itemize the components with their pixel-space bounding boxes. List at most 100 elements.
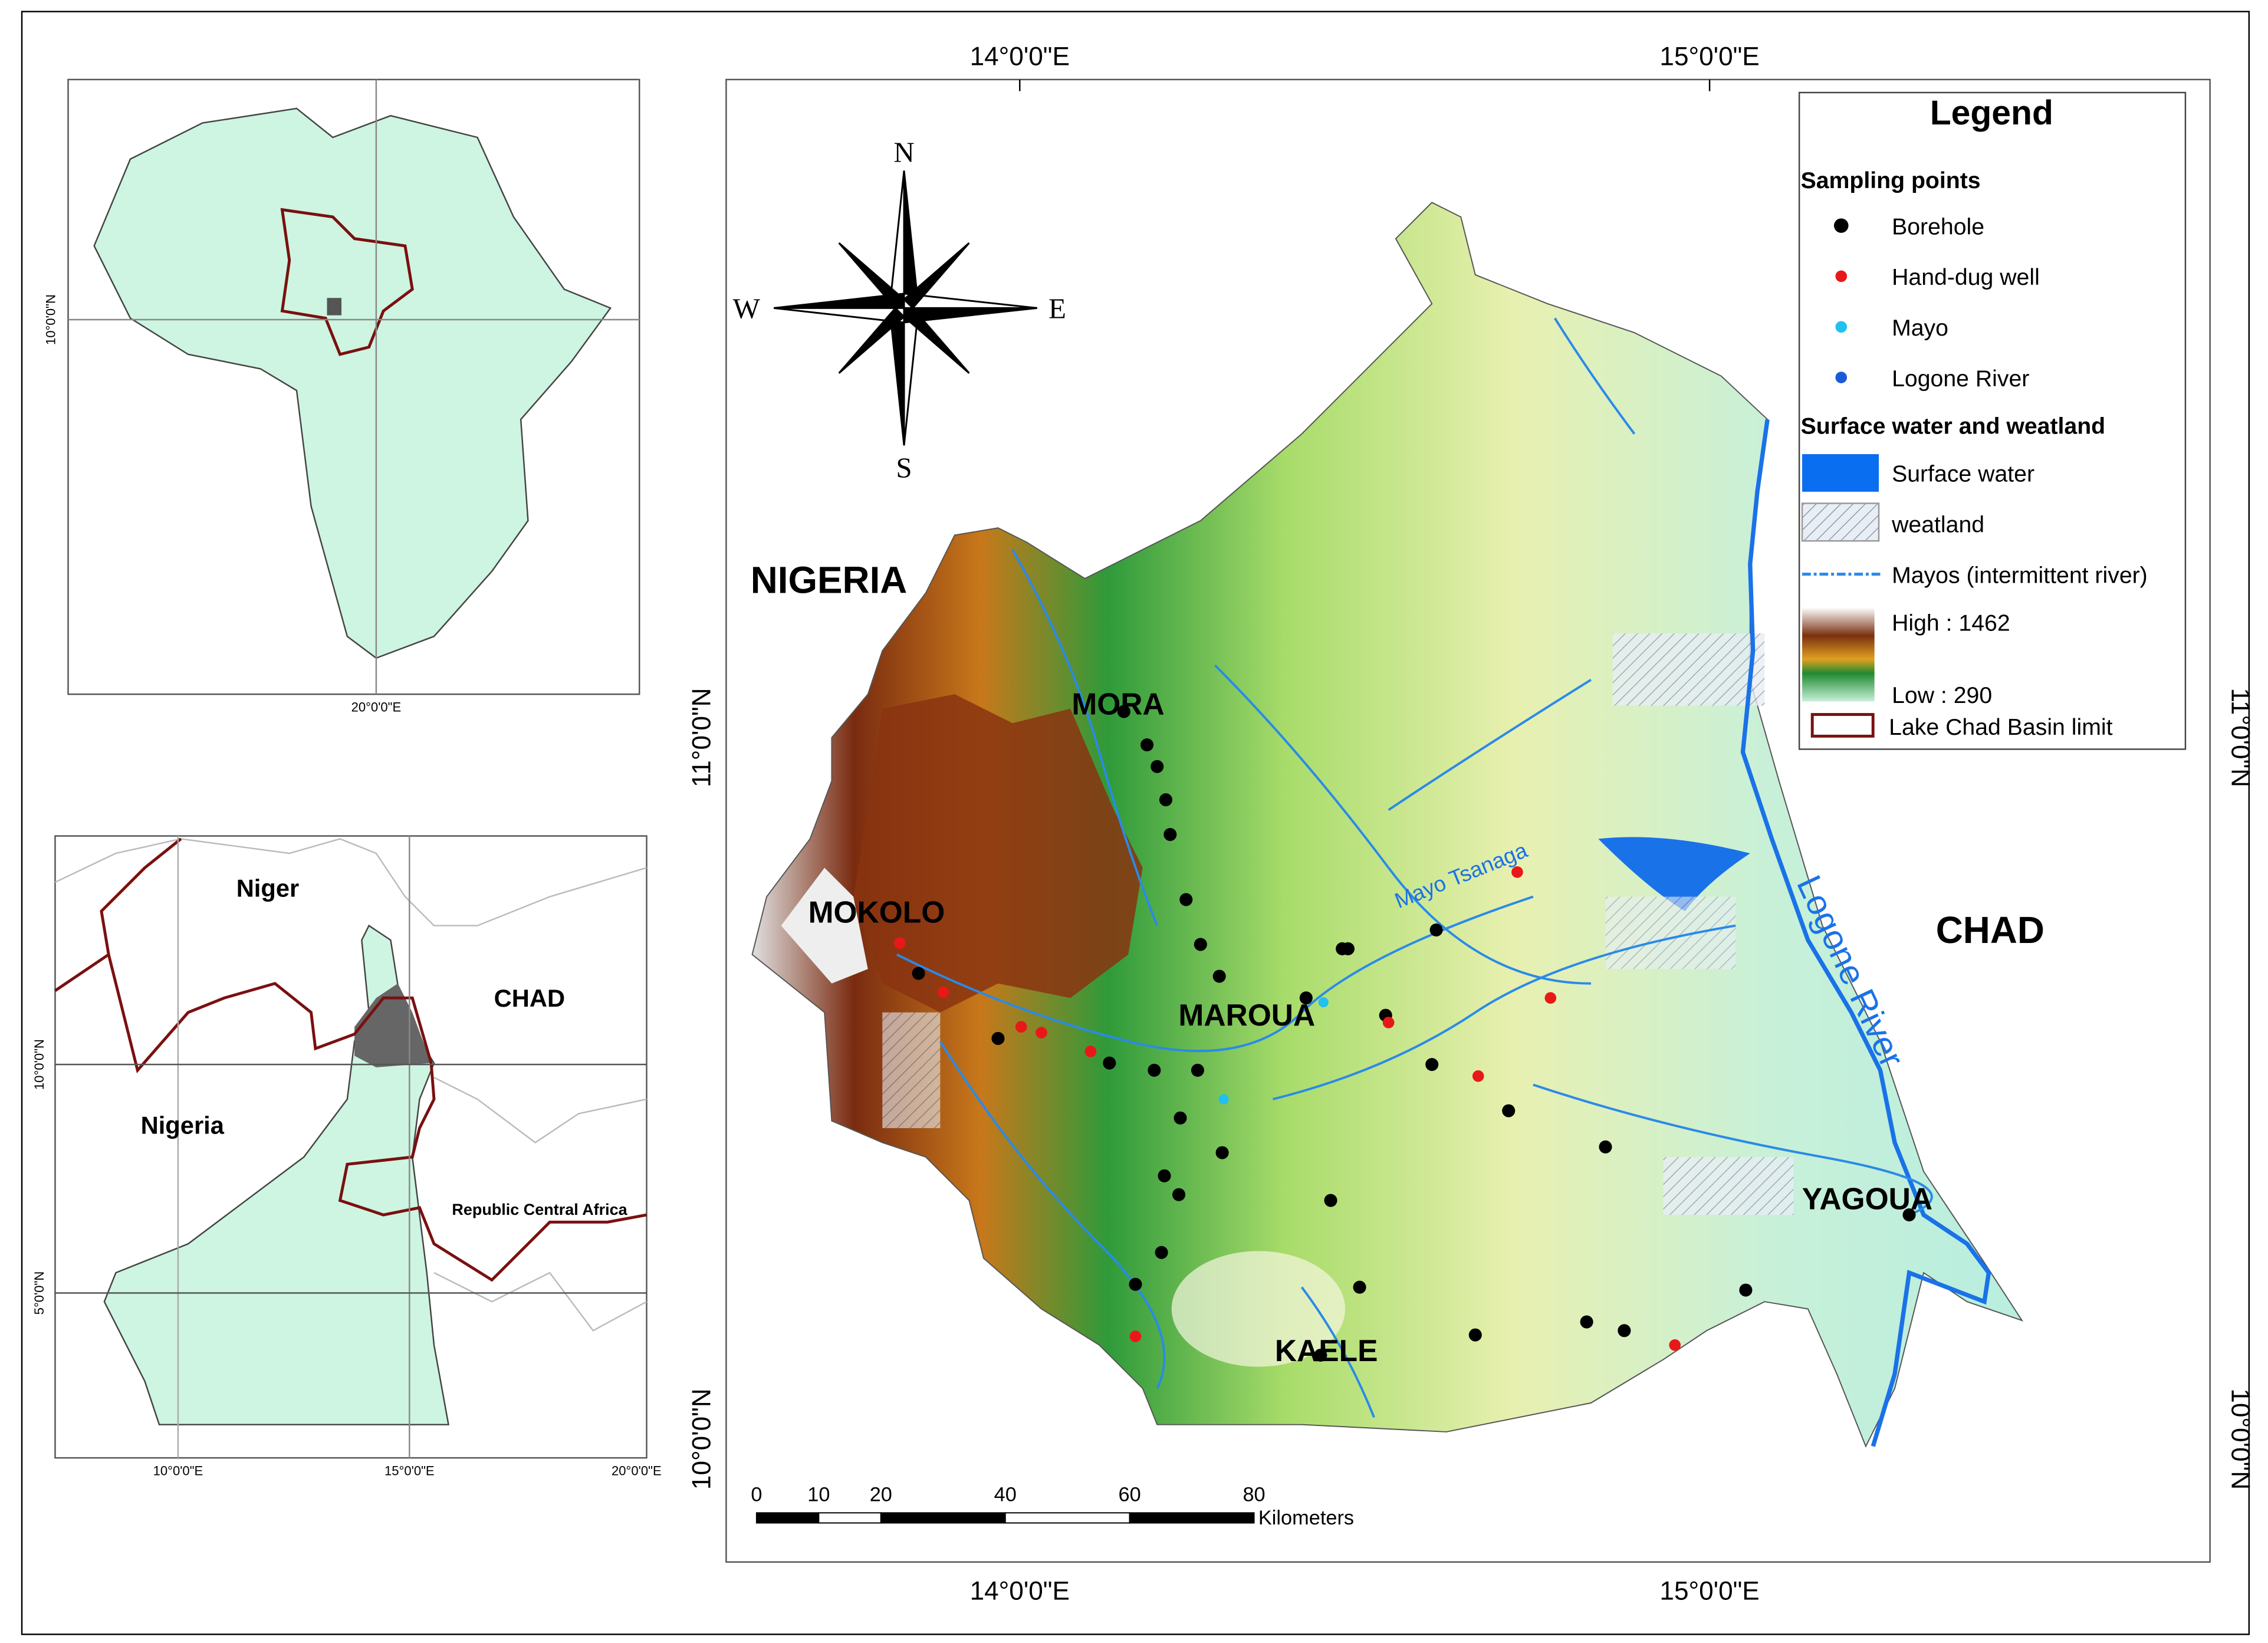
hand-dug-well: [1036, 1027, 1047, 1039]
mayo: [1214, 664, 1591, 985]
lon-label: 20°0'0"E: [351, 700, 402, 715]
hand-dug-well: [1015, 1021, 1027, 1033]
logone-river: [1740, 419, 1991, 1447]
mayo-point: [1218, 1094, 1229, 1105]
compass-point: [903, 293, 1037, 309]
compass-point: [838, 307, 906, 374]
compass-point: [902, 307, 970, 374]
legend-label: Mayos (intermittent river): [1892, 562, 2148, 588]
town-label: KAELE: [1275, 1333, 1378, 1368]
highland: [781, 867, 868, 984]
country-label: CHAD: [1936, 909, 2045, 951]
hand-dug-well: [1669, 1339, 1681, 1351]
compass-label: N: [893, 136, 914, 169]
scale-segment: [755, 1512, 820, 1524]
lat-label: 11°0'0"N: [687, 688, 716, 787]
africa: [93, 107, 612, 659]
legend-symbol: [1801, 502, 1880, 542]
country-label: NIGERIA: [751, 559, 908, 602]
lat-label: 11°0'0"N: [2226, 688, 2254, 787]
borehole: [1179, 893, 1193, 906]
hand-dug-well: [1084, 1046, 1097, 1057]
scale-tick-label: 60: [1119, 1484, 1141, 1506]
compass-label: S: [896, 451, 912, 484]
scale-segment: [818, 1512, 882, 1524]
borehole: [1353, 1280, 1366, 1294]
study-area: [354, 983, 432, 1067]
legend-symbol: [1833, 218, 1849, 233]
borehole: [1324, 1194, 1337, 1207]
scale-unit: Kilometers: [1258, 1507, 1354, 1529]
legend-label: Mayo: [1892, 315, 1948, 341]
borehole: [1212, 970, 1226, 983]
legend-label: High : 1462: [1892, 610, 2010, 636]
borehole: [1158, 1169, 1171, 1182]
borehole: [1739, 1283, 1753, 1297]
borehole: [1155, 1246, 1168, 1259]
mayo: [1300, 1286, 1375, 1418]
lat-label: 5°0'0"N: [32, 1271, 47, 1315]
legend-title: Legend: [1930, 94, 2053, 132]
legend-symbol: [1810, 713, 1875, 738]
borehole: [1172, 1188, 1186, 1201]
borehole: [1425, 1057, 1439, 1072]
legend-heading: Surface water and weatland: [1801, 413, 2106, 439]
borehole: [1117, 705, 1130, 718]
sampling-points: [893, 705, 1916, 1362]
mayo: [896, 895, 1534, 1053]
borehole: [1341, 942, 1355, 955]
town-label: MORA: [1071, 687, 1164, 721]
lon-label: 20°0'0"E: [612, 1464, 662, 1478]
hand-dug-well: [893, 937, 906, 949]
mayo: [1272, 924, 1736, 1100]
legend-ramp: [1802, 607, 1875, 702]
borehole: [912, 967, 925, 980]
scale-tick-label: 20: [870, 1484, 892, 1506]
scale-tick-label: 80: [1243, 1484, 1265, 1506]
compass-point: [838, 242, 906, 310]
country-label: Nigeria: [141, 1112, 225, 1139]
legend-symbol: [1835, 270, 1848, 282]
lon-label: 10°0'0"E: [153, 1464, 203, 1478]
inset-cameroon: Niger CHAD Nigeria Republic Central Afri…: [32, 835, 662, 1478]
country-label: Republic Central Africa: [452, 1201, 627, 1218]
scale-bar: Kilometers 0 10 20 40 60 80: [751, 1484, 1354, 1529]
borehole: [1502, 1104, 1516, 1118]
wetland: [1612, 633, 1765, 706]
legend-label: Surface water: [1892, 461, 2034, 487]
town-label: MOKOLO: [808, 895, 945, 929]
lat-label: 10°0'0"N: [2226, 1388, 2254, 1490]
hand-dug-well: [1511, 866, 1523, 878]
town-label: MAROUA: [1178, 998, 1315, 1032]
compass-label: W: [733, 293, 761, 325]
scale-segment: [1129, 1512, 1255, 1524]
hill: [1171, 1251, 1346, 1367]
legend-label: weatland: [1891, 512, 1984, 538]
lat-label: 10°0'0"N: [32, 1039, 47, 1090]
borehole: [1163, 828, 1177, 842]
borehole: [1902, 1208, 1916, 1222]
legend: Legend Sampling points Borehole Hand-dug…: [1798, 91, 2187, 750]
legend-label: Logone River: [1892, 366, 2029, 392]
mayo: [1388, 678, 1592, 811]
scale-tick-label: 10: [807, 1484, 830, 1506]
scale-segment: [1004, 1512, 1130, 1524]
surface-water: [1598, 837, 1750, 912]
legend-label: Lake Chad Basin limit: [1889, 714, 2112, 740]
mayo: [1533, 1083, 1933, 1216]
borehole: [1314, 1348, 1327, 1362]
borehole: [1429, 923, 1443, 936]
mayos: [896, 317, 1933, 1418]
borehole: [991, 1031, 1005, 1045]
scale-tick-label: 40: [994, 1484, 1017, 1506]
borehole: [1159, 793, 1172, 807]
compass-point: [902, 242, 970, 310]
borehole: [1618, 1324, 1631, 1338]
border: [54, 838, 647, 926]
legend-symbol: [1802, 454, 1879, 492]
wetland: [1663, 1156, 1794, 1215]
legend-label: Hand-dug well: [1892, 264, 2040, 290]
hand-dug-well: [1129, 1330, 1142, 1342]
legend-symbol: [1835, 321, 1848, 333]
